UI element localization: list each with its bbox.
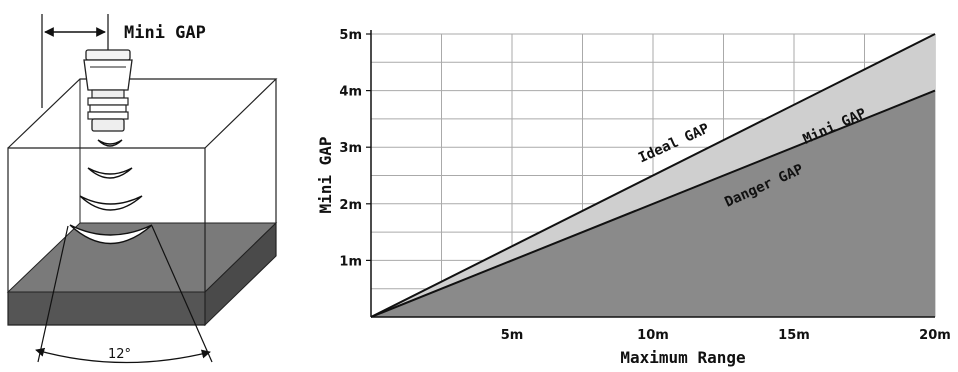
chart-lines: [370, 33, 936, 318]
ideal-gap-line: [370, 33, 936, 318]
tank-illustration: Mini GAP 12°: [6, 14, 278, 364]
y-tick-labels: 1m 2m 3m 4m 5m: [339, 28, 362, 269]
sound-wave: [87, 167, 133, 179]
sound-wave: [97, 139, 123, 147]
y-tick-label: 4m: [339, 85, 362, 100]
x-tick-label: 10m: [637, 328, 669, 343]
x-axis-label: Maximum Range: [620, 348, 745, 367]
x-tick-label: 5m: [501, 328, 524, 343]
y-tick-label: 5m: [339, 28, 362, 43]
danger-gap-line: [370, 89, 936, 318]
y-tick-label: 3m: [339, 141, 362, 156]
sensor-icon: [83, 49, 133, 132]
y-axis-label: Mini GAP: [316, 136, 335, 213]
sound-waves: [69, 139, 153, 245]
beam-angle-arc: [35, 347, 211, 364]
beam-line-right: [151, 225, 213, 363]
gap-label: Mini GAP: [124, 23, 206, 43]
x-tick-labels: 5m 10m 15m 20m: [501, 328, 951, 343]
chart-axes: [366, 30, 935, 318]
danger-gap-area: [371, 90, 935, 317]
material-front-face: [7, 291, 206, 326]
y-tick-label: 1m: [339, 254, 362, 269]
beam-line-left: [37, 225, 69, 363]
sound-wave: [79, 195, 143, 211]
y-tick-label: 2m: [339, 198, 362, 213]
tank-front-face: [7, 147, 206, 326]
sound-wave: [69, 224, 153, 245]
x-tick-label: 20m: [919, 328, 951, 343]
tank-top-edges: [7, 78, 278, 149]
x-tick-label: 15m: [778, 328, 810, 343]
beam-angle-label: 12°: [108, 347, 131, 362]
